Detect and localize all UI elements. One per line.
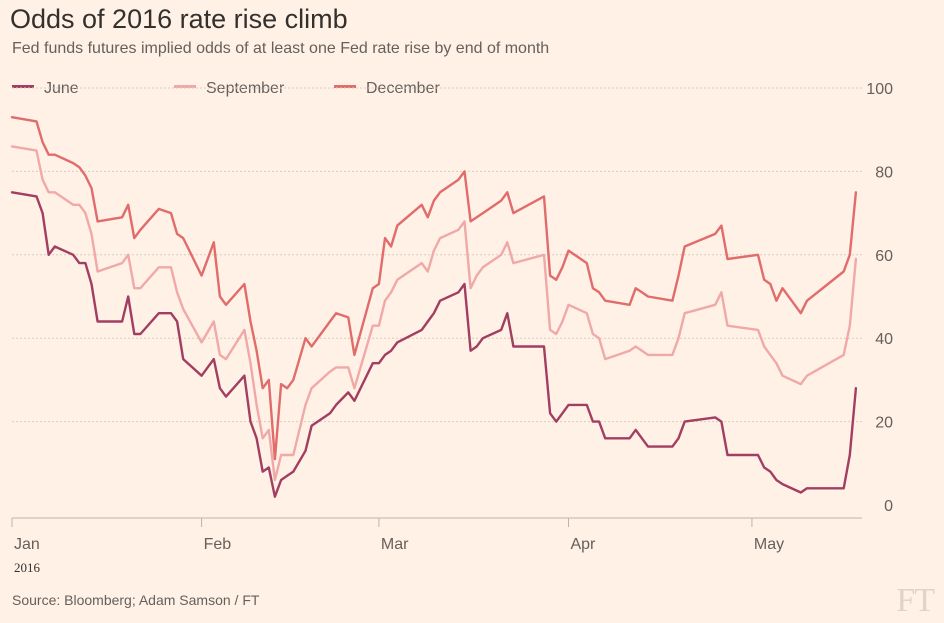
legend-swatch-december xyxy=(334,85,356,89)
y-tick-label-80: 80 xyxy=(875,164,893,181)
chart-subtitle: Fed funds futures implied odds of at lea… xyxy=(12,40,550,57)
series-line-june xyxy=(10,191,858,498)
x-tick-label-feb: Feb xyxy=(204,536,232,553)
y-tick-label-0: 0 xyxy=(884,498,893,515)
chart-title: Odds of 2016 rate rise climb xyxy=(10,4,348,34)
source-note: Source: Bloomberg; Adam Samson / FT xyxy=(12,592,260,608)
x-year-label: 2016 xyxy=(14,560,41,575)
legend-swatch-june xyxy=(12,85,34,89)
series-line-september xyxy=(10,145,858,482)
x-tick-label-jan: Jan xyxy=(14,536,40,553)
x-tick-label-mar: Mar xyxy=(381,536,409,553)
legend-label-december: December xyxy=(366,80,440,97)
y-tick-label-40: 40 xyxy=(875,331,893,348)
x-tick-label-apr: Apr xyxy=(570,536,596,553)
legend-item-december: December xyxy=(334,80,440,98)
legend-swatch-september xyxy=(174,85,196,89)
x-tick-label-may: May xyxy=(754,536,784,553)
series-line-december xyxy=(10,115,858,461)
ft-logo: FT xyxy=(896,582,935,619)
y-tick-label-20: 20 xyxy=(875,415,893,432)
y-tick-label-60: 60 xyxy=(875,248,893,265)
y-tick-label-100: 100 xyxy=(866,81,893,98)
